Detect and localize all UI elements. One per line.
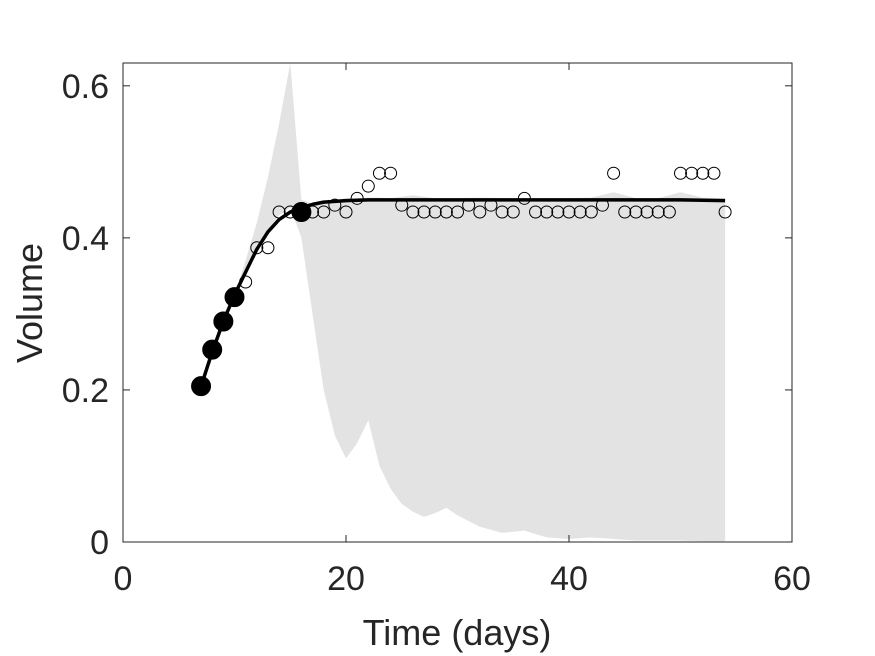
observed-point	[462, 198, 476, 212]
observed-point	[696, 166, 710, 180]
observed-point	[451, 205, 464, 219]
observed-point	[495, 205, 509, 219]
observed-point	[573, 205, 587, 219]
confidence-band	[201, 63, 726, 542]
observed-point	[506, 205, 520, 219]
x-tick-label: 20	[327, 560, 365, 598]
y-tick-label: 0.4	[62, 220, 109, 258]
observed-point	[529, 205, 543, 219]
observed-point	[718, 205, 732, 219]
observed-point	[250, 241, 264, 255]
observed-point	[372, 166, 386, 180]
observed-point	[584, 205, 598, 219]
observed-point	[339, 205, 353, 219]
observed-point	[239, 275, 253, 289]
y-tick-label: 0.2	[62, 372, 109, 410]
fitted-point	[202, 339, 223, 360]
observed-point	[640, 205, 654, 219]
x-tick-label: 40	[550, 560, 588, 598]
y-axis-label: Volume	[9, 243, 50, 363]
observed-point	[595, 198, 609, 212]
observed-point	[551, 205, 565, 219]
observed-point	[361, 179, 375, 193]
observed-point	[384, 166, 398, 180]
x-tick-label: 60	[773, 560, 811, 598]
y-tick-label: 0.6	[62, 68, 109, 106]
observed-point	[651, 205, 665, 219]
observed-point	[261, 241, 275, 255]
observed-point	[685, 166, 699, 180]
observed-point	[395, 198, 409, 212]
observed-point	[317, 205, 331, 219]
plot-area: 0 20 40 60 0 0.2 0.4 0.6	[62, 62, 811, 598]
fitted-point	[224, 287, 245, 308]
observed-point	[662, 205, 676, 219]
observed-point	[674, 166, 687, 180]
observed-point	[428, 205, 442, 219]
x-tick-label: 0	[114, 560, 133, 598]
observed-point	[439, 205, 453, 219]
observed-point	[272, 205, 286, 219]
observed-point	[540, 205, 554, 219]
observed-point	[406, 205, 420, 219]
observed-point	[629, 205, 643, 219]
observed-point	[607, 166, 621, 180]
observed-point	[417, 205, 431, 219]
observed-point	[484, 198, 498, 212]
observed-point	[473, 205, 487, 219]
fitted-point	[191, 376, 212, 397]
observed-point	[350, 191, 364, 205]
observed-point	[562, 205, 576, 219]
x-axis-label: Time (days)	[363, 612, 552, 653]
observed-point	[517, 191, 531, 205]
fitted-point	[291, 202, 312, 223]
fitted-point	[213, 311, 234, 332]
observed-point	[328, 198, 342, 212]
axes-box	[122, 62, 793, 543]
y-tick-label: 0	[90, 524, 109, 562]
observed-point	[618, 205, 632, 219]
observed-point	[707, 166, 721, 180]
